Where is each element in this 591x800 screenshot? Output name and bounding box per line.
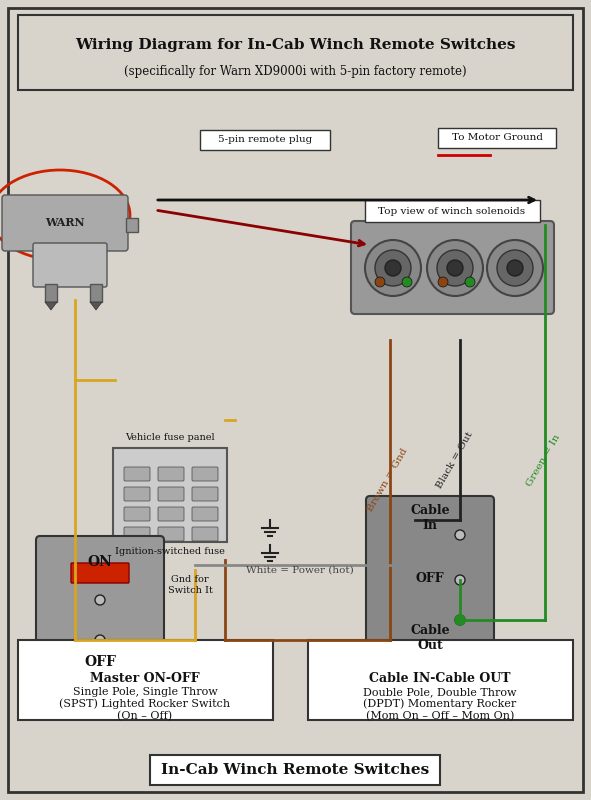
Circle shape: [427, 240, 483, 296]
Circle shape: [455, 615, 465, 625]
FancyBboxPatch shape: [33, 243, 107, 287]
Text: OFF: OFF: [84, 655, 116, 669]
Text: Brown = Gnd: Brown = Gnd: [366, 446, 410, 514]
Text: Gnd for
Switch It: Gnd for Switch It: [168, 575, 212, 594]
Circle shape: [497, 250, 533, 286]
Circle shape: [402, 277, 412, 287]
Circle shape: [438, 277, 448, 287]
Text: (specifically for Warn XD9000i with 5-pin factory remote): (specifically for Warn XD9000i with 5-pi…: [124, 66, 466, 78]
FancyBboxPatch shape: [192, 507, 218, 521]
Text: To Motor Ground: To Motor Ground: [452, 134, 543, 142]
Text: (Mom On – Off – Mom On): (Mom On – Off – Mom On): [366, 711, 514, 721]
Circle shape: [455, 530, 465, 540]
Circle shape: [507, 260, 523, 276]
Circle shape: [365, 240, 421, 296]
FancyBboxPatch shape: [158, 467, 184, 481]
Circle shape: [385, 260, 401, 276]
Circle shape: [375, 277, 385, 287]
FancyBboxPatch shape: [18, 640, 273, 720]
Text: WARN: WARN: [45, 217, 85, 227]
FancyBboxPatch shape: [158, 487, 184, 501]
FancyBboxPatch shape: [2, 195, 128, 251]
Text: (On – Off): (On – Off): [118, 711, 173, 721]
FancyBboxPatch shape: [124, 527, 150, 541]
FancyBboxPatch shape: [351, 221, 554, 314]
Circle shape: [465, 277, 475, 287]
Text: White = Power (hot): White = Power (hot): [246, 566, 354, 574]
Text: Black = Out: Black = Out: [435, 430, 475, 490]
FancyBboxPatch shape: [124, 487, 150, 501]
Polygon shape: [90, 302, 102, 310]
Text: Green = In: Green = In: [524, 433, 561, 487]
Text: Vehicle fuse panel: Vehicle fuse panel: [125, 434, 215, 442]
Text: ON: ON: [87, 555, 112, 569]
Circle shape: [437, 250, 473, 286]
FancyBboxPatch shape: [365, 200, 540, 222]
Polygon shape: [45, 302, 57, 310]
FancyBboxPatch shape: [150, 755, 440, 785]
Text: OFF: OFF: [415, 571, 444, 585]
Text: Cable
In: Cable In: [410, 504, 450, 532]
Text: Cable
Out: Cable Out: [410, 624, 450, 652]
FancyBboxPatch shape: [124, 507, 150, 521]
FancyBboxPatch shape: [438, 128, 556, 148]
Text: Wiring Diagram for In-Cab Winch Remote Switches: Wiring Diagram for In-Cab Winch Remote S…: [74, 38, 515, 52]
Text: (SPST) Lighted Rocker Switch: (SPST) Lighted Rocker Switch: [60, 698, 230, 710]
Text: Top view of winch solenoids: Top view of winch solenoids: [378, 206, 525, 215]
Text: Single Pole, Single Throw: Single Pole, Single Throw: [73, 687, 217, 697]
Text: 5-pin remote plug: 5-pin remote plug: [218, 135, 312, 145]
Text: Double Pole, Double Throw: Double Pole, Double Throw: [363, 687, 517, 697]
Circle shape: [447, 260, 463, 276]
FancyBboxPatch shape: [158, 507, 184, 521]
Bar: [126, 218, 138, 232]
FancyBboxPatch shape: [192, 527, 218, 541]
Circle shape: [375, 250, 411, 286]
FancyBboxPatch shape: [36, 536, 164, 684]
FancyBboxPatch shape: [158, 527, 184, 541]
FancyBboxPatch shape: [308, 640, 573, 720]
Circle shape: [455, 575, 465, 585]
Bar: [90, 284, 102, 302]
Text: Master ON-OFF: Master ON-OFF: [90, 671, 200, 685]
Circle shape: [455, 615, 465, 625]
FancyBboxPatch shape: [192, 487, 218, 501]
Circle shape: [95, 635, 105, 645]
FancyBboxPatch shape: [124, 467, 150, 481]
Text: (DPDT) Momentary Rocker: (DPDT) Momentary Rocker: [363, 698, 517, 710]
FancyBboxPatch shape: [366, 496, 494, 664]
Bar: [45, 284, 57, 302]
Text: Ignition-switched fuse: Ignition-switched fuse: [115, 547, 225, 557]
FancyBboxPatch shape: [113, 448, 227, 542]
Text: In-Cab Winch Remote Switches: In-Cab Winch Remote Switches: [161, 763, 429, 777]
Circle shape: [95, 595, 105, 605]
FancyBboxPatch shape: [71, 563, 129, 583]
FancyBboxPatch shape: [200, 130, 330, 150]
Text: Cable IN-Cable OUT: Cable IN-Cable OUT: [369, 671, 511, 685]
FancyBboxPatch shape: [192, 467, 218, 481]
Circle shape: [487, 240, 543, 296]
